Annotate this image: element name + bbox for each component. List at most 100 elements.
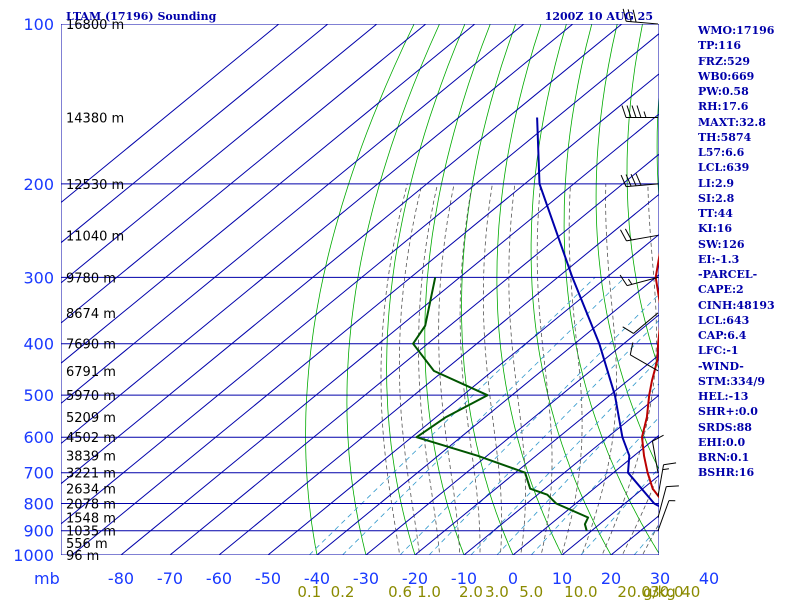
index-line: CAP:6.4 (698, 329, 747, 342)
isotherm (267, 233, 659, 555)
index-line: STM:334/9 (698, 374, 765, 388)
dry-adiabat (626, 24, 659, 371)
pressure-tick-label: 200 (23, 175, 54, 194)
pressure-tick-label: 900 (23, 522, 54, 541)
moist-adiabat (581, 183, 617, 555)
pressure-tick-label: 100 (23, 15, 54, 34)
station-title: LTAM (17196) Sounding (66, 10, 217, 23)
mixing-ratio-line (470, 358, 659, 555)
wind-barb (622, 8, 659, 25)
wind-barb-feather (627, 9, 632, 22)
wind-barb-feather (636, 105, 642, 118)
moist-adiabat (601, 183, 657, 555)
index-line: LFC:-1 (698, 344, 739, 358)
index-line: TP:116 (698, 39, 742, 53)
index-line: WMO:17196 (698, 24, 775, 37)
mixing-ratio-label: 10.0 (564, 583, 597, 600)
wind-barb-feather (626, 105, 632, 118)
wind-barb-staff (651, 441, 659, 473)
height-label: 14380 m (66, 112, 124, 127)
wind-barb-feather (622, 8, 627, 22)
isotherm (61, 24, 476, 364)
mixing-ratio-unit-label: g/kg (643, 583, 676, 600)
temperature-tick-label: -60 (206, 569, 232, 588)
pressure-unit-label: mb (34, 569, 60, 588)
index-line: FRZ:529 (698, 54, 751, 68)
moist-adiabat (536, 183, 553, 555)
parcel-trace (536, 117, 659, 508)
wind-barb-feather (666, 485, 679, 488)
height-label: 1548 m (66, 512, 116, 527)
isotherm (218, 193, 659, 555)
index-line: SHR+:0.0 (698, 405, 758, 419)
mixing-ratio-label: 30.0 (650, 583, 683, 600)
wind-barb-staff (626, 234, 659, 242)
wind-barb-feather (621, 105, 627, 118)
wind-barb-half-feather (628, 278, 633, 285)
wind-barb-staff (633, 312, 659, 334)
moist-adiabat (459, 183, 481, 555)
temperature-tick-label: 20 (601, 569, 621, 588)
isotherm (71, 73, 659, 555)
height-label: 5970 m (66, 389, 116, 404)
moist-adiabat (642, 522, 659, 555)
dry-adiabat (595, 24, 659, 471)
isotherm (61, 24, 525, 405)
mixing-ratio-line (428, 319, 659, 555)
moist-adiabat (380, 183, 408, 555)
index-line: LCL:643 (698, 313, 750, 327)
wind-barb-staff (657, 464, 665, 497)
index-line: LCL:639 (698, 161, 750, 175)
index-line: SRDS:88 (698, 420, 752, 434)
index-line: -PARCEL- (698, 268, 758, 281)
pressure-tick-label: 500 (23, 386, 54, 405)
temperature-tick-label: -50 (255, 569, 281, 588)
index-line: MAXT:32.8 (698, 115, 766, 129)
temperature-tick-label: -10 (451, 569, 477, 588)
wind-barb-staff (657, 500, 670, 531)
observation-time: 1200Z 10 AUG 25 (545, 10, 653, 23)
temperature-tick-label: 10 (552, 569, 572, 588)
temperature-tick-label: -80 (108, 569, 134, 588)
wind-barb-feather (632, 9, 637, 23)
index-line: HEL:-13 (698, 390, 749, 403)
isotherm (61, 24, 378, 284)
dry-adiabat (461, 24, 516, 555)
height-label: 3839 m (66, 450, 116, 465)
wind-barb-half-feather (643, 111, 647, 118)
mixing-ratio-label: 40 (681, 583, 700, 600)
dry-adiabat (530, 24, 612, 555)
height-label: 3221 m (66, 467, 116, 482)
wind-barb (651, 434, 664, 473)
pressure-tick-label: 700 (23, 464, 54, 483)
wind-barb-feather (630, 173, 637, 186)
temperature-tick-label: -40 (304, 569, 330, 588)
index-line: CAPE:2 (698, 283, 744, 297)
index-line: -WIND- (698, 359, 744, 373)
wind-barb-staff (626, 183, 659, 188)
wind-barbs (619, 8, 679, 531)
pressure-tick-label: 300 (23, 268, 54, 287)
mixing-ratio-label: 5.0 (519, 583, 543, 600)
index-line: PW:0.58 (698, 85, 749, 98)
index-line: WB0:669 (698, 69, 755, 83)
dry-adiabat (496, 24, 563, 555)
pressure-tick-label: 800 (23, 495, 54, 514)
pressure-tick-label: 1000 (13, 546, 54, 565)
index-line: RH:17.6 (698, 100, 749, 114)
dry-adiabat (386, 24, 466, 555)
mixing-ratio-label: 1.0 (417, 583, 441, 600)
wind-barb (620, 228, 659, 242)
index-line: CINH:48193 (698, 298, 775, 312)
temperature-profile (641, 252, 659, 499)
wind-barb (621, 105, 658, 119)
mixing-ratio-line (399, 293, 659, 555)
temperature-tick-label: 40 (699, 569, 719, 588)
height-label: 4502 m (66, 431, 116, 446)
dry-adiabat (563, 24, 659, 555)
wind-barb-feather (620, 174, 627, 187)
wind-barb (657, 462, 677, 497)
index-line: TH:5874 (698, 130, 752, 144)
